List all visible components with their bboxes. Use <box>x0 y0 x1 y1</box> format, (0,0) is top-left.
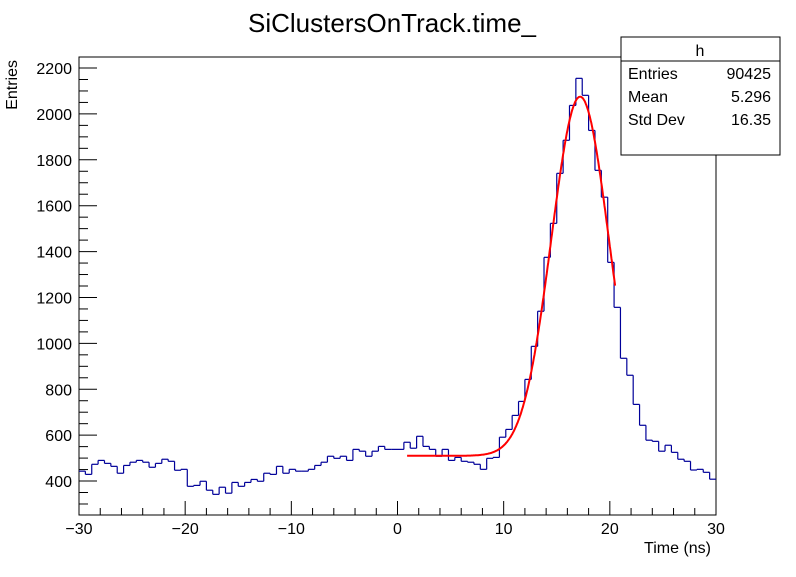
stats-mean-value: 5.296 <box>731 89 771 106</box>
stats-mean-label: Mean <box>628 89 668 106</box>
y-tick-label: 1400 <box>36 245 72 262</box>
stats-stddev-label: Std Dev <box>628 112 685 129</box>
y-axis-label: Entries <box>4 60 21 110</box>
x-axis: −30 −20 −10 0 10 20 30 <box>65 501 725 538</box>
x-tick-label: −30 <box>65 521 92 538</box>
y-tick-label: 1600 <box>36 199 72 216</box>
stats-entries-value: 90425 <box>727 66 772 83</box>
stats-entries-label: Entries <box>628 66 678 83</box>
y-tick-label: 800 <box>45 382 72 399</box>
y-tick-label: 1200 <box>36 290 72 307</box>
stats-box: h Entries 90425 Mean 5.296 Std Dev 16.35 <box>620 36 781 156</box>
x-tick-label: 0 <box>393 521 402 538</box>
x-tick-label: 20 <box>601 521 619 538</box>
fit-curve <box>407 95 617 457</box>
x-tick-label: −20 <box>172 521 199 538</box>
y-tick-label: 1800 <box>36 153 72 170</box>
x-axis-label: Time (ns) <box>644 540 711 557</box>
stats-title: h <box>696 43 705 60</box>
y-tick-label: 400 <box>45 474 72 491</box>
x-tick-label: 10 <box>495 521 513 538</box>
plot-frame <box>78 56 717 516</box>
y-axis: 400 600 800 1000 1200 1400 1600 1800 2000 2200 <box>36 61 97 505</box>
y-tick-label: 2000 <box>36 107 72 124</box>
y-tick-label: 2200 <box>36 61 72 78</box>
stats-stddev-value: 16.35 <box>731 112 771 129</box>
x-tick-label: −10 <box>278 521 305 538</box>
chart-title: SiClustersOnTrack.time_ <box>248 8 537 38</box>
histogram-bins <box>79 77 716 495</box>
y-tick-label: 1000 <box>36 336 72 353</box>
y-tick-label: 600 <box>45 428 72 445</box>
x-tick-label: 30 <box>707 521 725 538</box>
